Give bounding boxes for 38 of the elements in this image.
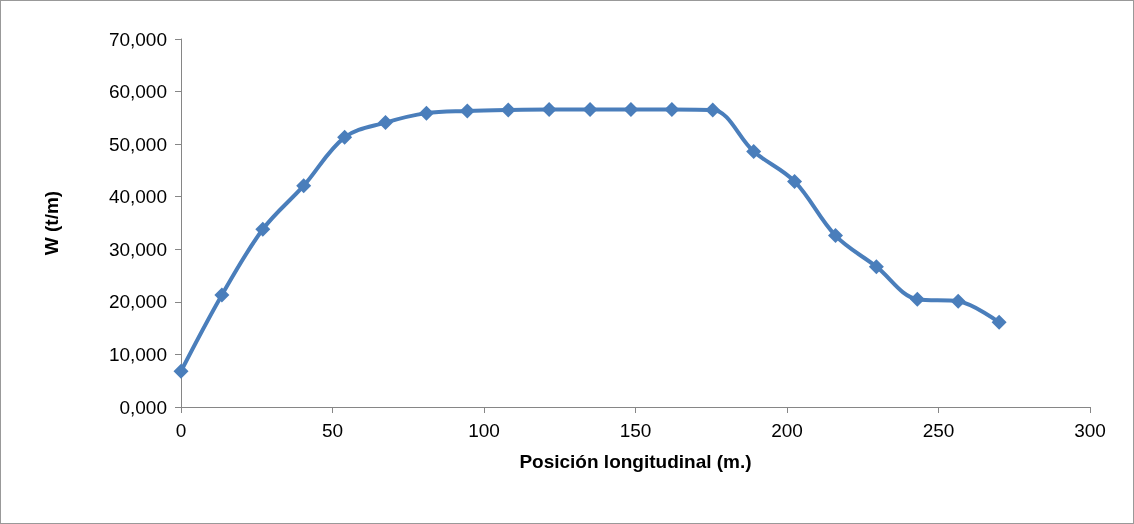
y-tick-label: 30,000	[108, 238, 167, 260]
point	[868, 259, 884, 275]
point	[909, 291, 925, 307]
y-tick-label: 10,000	[108, 343, 167, 365]
point	[746, 144, 762, 159]
y-tick-label: 60,000	[108, 81, 167, 103]
point	[705, 102, 721, 118]
point	[378, 115, 394, 131]
point	[296, 178, 312, 194]
point	[664, 101, 680, 117]
y-tick-label: 0,000	[119, 396, 167, 418]
y-tick-label: 40,000	[108, 186, 167, 208]
point	[459, 103, 475, 119]
x-axis-title: Posición longitudinal (m.)	[519, 451, 752, 472]
point	[950, 293, 966, 309]
y-tick-label: 50,000	[108, 133, 167, 155]
point	[255, 221, 271, 237]
x-tick-label: 0	[175, 420, 187, 441]
point	[991, 314, 1007, 330]
x-tick-label: 100	[468, 420, 500, 441]
x-tick-label: 300	[1074, 420, 1106, 441]
x-tick-label: 200	[771, 420, 803, 441]
point	[337, 129, 353, 145]
x-tick-label: 150	[619, 420, 652, 441]
point	[214, 287, 230, 303]
y-tick-label: 70,000	[108, 28, 167, 50]
point	[623, 101, 639, 117]
point	[418, 105, 434, 121]
point	[541, 101, 557, 117]
point	[787, 173, 803, 189]
point	[582, 101, 598, 117]
point	[500, 102, 516, 118]
point	[173, 363, 189, 379]
x-tick-label: 50	[321, 420, 344, 441]
point	[827, 228, 843, 244]
y-axis-title: W (t/m)	[41, 190, 62, 256]
x-tick-label: 250	[922, 420, 955, 441]
y-tick-label: 20,000	[108, 291, 167, 313]
